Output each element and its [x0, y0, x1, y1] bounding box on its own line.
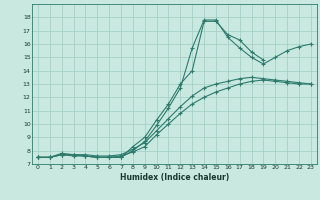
- X-axis label: Humidex (Indice chaleur): Humidex (Indice chaleur): [120, 173, 229, 182]
